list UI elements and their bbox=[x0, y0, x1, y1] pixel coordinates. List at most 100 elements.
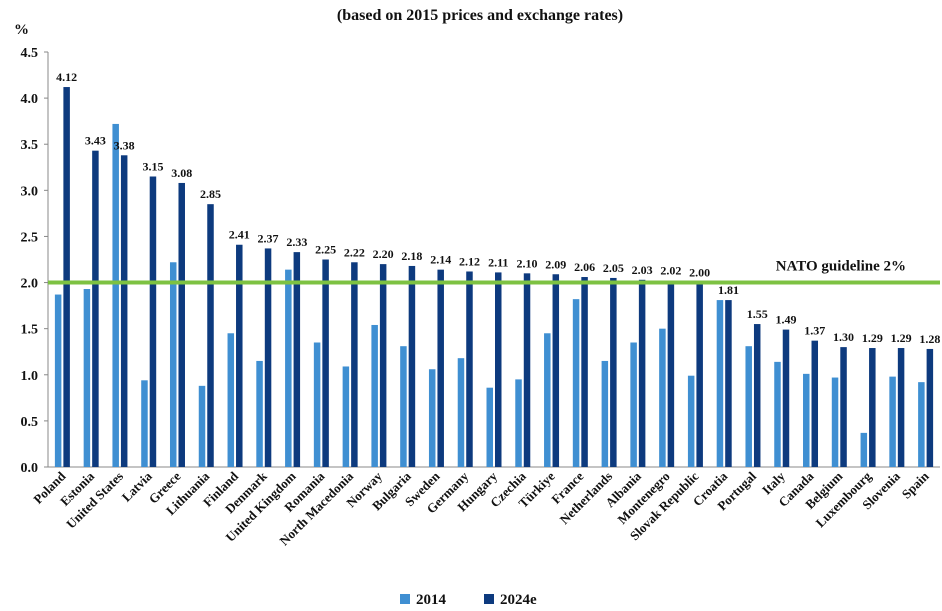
bar bbox=[466, 271, 473, 467]
bar bbox=[725, 300, 732, 467]
y-axis-label: % bbox=[14, 22, 29, 38]
bar bbox=[803, 373, 810, 467]
bar bbox=[860, 432, 868, 467]
bar bbox=[178, 182, 185, 467]
data-label: 1.37 bbox=[804, 324, 825, 338]
bar bbox=[869, 348, 876, 467]
bar bbox=[313, 342, 321, 467]
y-tick-label: 3.5 bbox=[21, 138, 39, 153]
bar bbox=[63, 87, 70, 468]
data-label: 2.02 bbox=[660, 264, 681, 278]
y-tick-label: 1.5 bbox=[21, 323, 39, 338]
bar bbox=[169, 262, 177, 467]
bar bbox=[371, 324, 378, 467]
data-label: 2.85 bbox=[200, 187, 221, 201]
bar bbox=[486, 387, 493, 467]
bar bbox=[198, 385, 206, 467]
bar bbox=[256, 360, 263, 467]
bar bbox=[638, 279, 646, 467]
reference-label: NATO guideline 2% bbox=[776, 259, 906, 275]
data-label: 2.20 bbox=[373, 247, 394, 261]
chart-title: (based on 2015 prices and exchange rates… bbox=[337, 7, 623, 24]
data-label: 2.06 bbox=[574, 260, 595, 274]
data-label: 3.15 bbox=[142, 160, 163, 174]
data-label: 2.03 bbox=[632, 263, 653, 277]
data-label: 2.12 bbox=[459, 254, 480, 268]
bar bbox=[92, 150, 99, 467]
data-label: 2.37 bbox=[258, 231, 279, 245]
data-label: 2.41 bbox=[229, 228, 250, 242]
bar bbox=[285, 269, 292, 467]
bar bbox=[523, 273, 531, 467]
legend-swatch bbox=[400, 594, 410, 604]
bar bbox=[120, 155, 128, 468]
data-label: 2.22 bbox=[344, 245, 365, 259]
bar bbox=[54, 294, 62, 467]
data-label: 4.12 bbox=[56, 70, 77, 84]
data-label: 3.38 bbox=[114, 138, 135, 152]
bar bbox=[716, 300, 724, 467]
bar bbox=[601, 360, 609, 467]
data-label: 1.29 bbox=[891, 331, 912, 345]
data-label: 1.28 bbox=[919, 332, 940, 346]
data-label: 1.81 bbox=[718, 283, 739, 297]
bar bbox=[236, 244, 243, 467]
bar bbox=[264, 248, 272, 467]
y-tick-label: 0.0 bbox=[21, 461, 39, 476]
bar bbox=[831, 377, 839, 467]
legend-swatch bbox=[484, 594, 494, 604]
data-label: 3.43 bbox=[85, 134, 106, 148]
bar bbox=[112, 123, 119, 467]
legend-label: 2014 bbox=[416, 592, 447, 608]
bar bbox=[687, 375, 695, 467]
bar bbox=[342, 366, 350, 467]
bar bbox=[207, 204, 214, 467]
data-label: 2.05 bbox=[603, 261, 624, 275]
bar bbox=[630, 342, 637, 467]
bar bbox=[437, 269, 444, 467]
bar bbox=[897, 348, 905, 467]
bar bbox=[83, 289, 91, 467]
y-tick-label: 2.5 bbox=[21, 230, 39, 245]
bar bbox=[889, 376, 896, 467]
bar bbox=[696, 282, 703, 467]
bar bbox=[457, 358, 465, 467]
bar bbox=[745, 346, 752, 467]
bar bbox=[141, 380, 148, 467]
bar bbox=[544, 333, 551, 467]
y-tick-label: 3.0 bbox=[21, 184, 39, 199]
data-label: 2.25 bbox=[315, 243, 336, 257]
bar bbox=[753, 324, 761, 467]
bar bbox=[840, 347, 847, 467]
bar bbox=[581, 277, 588, 467]
data-label: 2.11 bbox=[488, 255, 508, 269]
legend-label: 2024e bbox=[500, 592, 537, 608]
bar bbox=[408, 265, 416, 467]
bar bbox=[572, 299, 580, 467]
bar bbox=[552, 274, 560, 467]
bar bbox=[918, 382, 925, 467]
bar bbox=[293, 252, 301, 467]
bar bbox=[149, 176, 157, 467]
bar bbox=[227, 333, 235, 467]
bar bbox=[926, 348, 934, 467]
y-tick-label: 1.0 bbox=[21, 369, 39, 384]
bar bbox=[351, 262, 358, 467]
data-label: 2.10 bbox=[517, 256, 538, 270]
data-label: 2.00 bbox=[689, 266, 710, 280]
data-label: 2.18 bbox=[401, 249, 422, 263]
data-label: 1.29 bbox=[862, 331, 883, 345]
y-tick-label: 4.5 bbox=[21, 46, 39, 61]
y-tick-label: 2.0 bbox=[21, 277, 39, 292]
data-label: 2.14 bbox=[430, 253, 451, 267]
bar bbox=[322, 259, 329, 467]
data-label: 1.49 bbox=[775, 313, 796, 327]
bar bbox=[379, 264, 387, 467]
y-tick-label: 4.0 bbox=[21, 92, 39, 107]
bar bbox=[659, 328, 666, 467]
data-label: 3.08 bbox=[171, 166, 192, 180]
bar bbox=[774, 361, 781, 467]
bar bbox=[811, 340, 819, 467]
bar bbox=[667, 280, 675, 467]
